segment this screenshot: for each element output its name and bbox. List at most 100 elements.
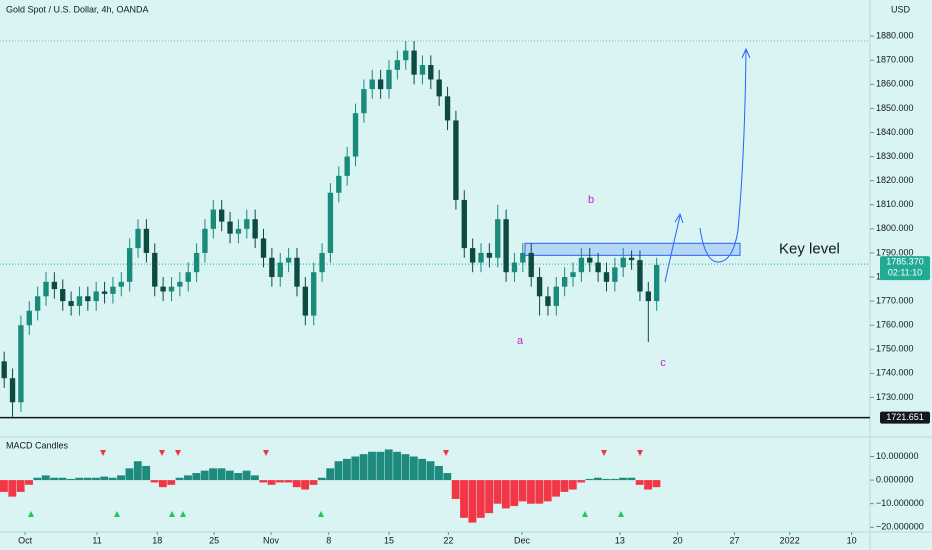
macd-bar bbox=[25, 480, 33, 485]
candle-body bbox=[244, 219, 250, 229]
y-tick-label: 1830.000 bbox=[876, 151, 914, 161]
y-tick-label: 1840.000 bbox=[876, 127, 914, 137]
macd-bar bbox=[167, 480, 176, 485]
candle-body bbox=[612, 267, 618, 282]
macd-bar bbox=[92, 477, 100, 481]
candle-body bbox=[628, 257, 635, 261]
macd-bar bbox=[0, 480, 8, 492]
last-price-label: 1785.370 bbox=[886, 256, 924, 266]
macd-bar bbox=[468, 480, 477, 523]
buy-signal bbox=[180, 511, 186, 517]
candle-body bbox=[428, 65, 434, 80]
macd-bar bbox=[409, 456, 418, 481]
candle-body bbox=[570, 272, 576, 278]
wave-label: b bbox=[588, 194, 594, 206]
y-tick-label: 10.000000 bbox=[876, 451, 919, 461]
macd-bar bbox=[384, 449, 393, 481]
macd-bar bbox=[58, 477, 67, 481]
macd-bar bbox=[259, 480, 268, 483]
macd-title: MACD Candles bbox=[6, 440, 69, 450]
macd-bar bbox=[234, 473, 243, 481]
chart-title: Gold Spot / U.S. Dollar, 4h, OANDA bbox=[6, 4, 149, 14]
macd-bar bbox=[142, 465, 151, 481]
sell-signal bbox=[100, 450, 106, 456]
candle-body bbox=[51, 281, 58, 290]
candle-body bbox=[168, 286, 175, 292]
macd-bar bbox=[50, 477, 59, 481]
y-tick-label: 1880.000 bbox=[876, 31, 914, 41]
macd-bar bbox=[359, 454, 368, 481]
candle-body bbox=[26, 310, 32, 326]
x-tick-label: 15 bbox=[384, 535, 394, 545]
macd-bar bbox=[16, 480, 25, 492]
macd-bar bbox=[108, 477, 117, 481]
macd-bar bbox=[426, 461, 435, 481]
x-tick-label: Nov bbox=[263, 535, 280, 545]
candle-body bbox=[403, 50, 409, 61]
candle-body bbox=[135, 228, 141, 249]
candle-body bbox=[394, 60, 401, 70]
candle-body bbox=[503, 219, 509, 273]
candle-body bbox=[603, 272, 610, 282]
candle-body bbox=[419, 65, 426, 75]
macd-bar bbox=[175, 477, 184, 481]
macd-bar bbox=[560, 480, 569, 492]
candle-body bbox=[545, 296, 551, 306]
x-tick-label: 11 bbox=[92, 535, 101, 545]
macd-bar bbox=[284, 480, 293, 483]
candle-body bbox=[219, 209, 225, 222]
y-tick-label: 1860.000 bbox=[876, 79, 914, 89]
y-tick-label: −20.000000 bbox=[876, 522, 924, 532]
macd-bar bbox=[368, 451, 376, 481]
macd-bar bbox=[485, 480, 494, 514]
y-tick-label: 1730.000 bbox=[876, 392, 914, 402]
candle-body bbox=[152, 252, 158, 287]
macd-bar bbox=[527, 480, 535, 504]
candle-body bbox=[294, 257, 300, 287]
sell-signal bbox=[263, 450, 269, 456]
buy-signal bbox=[618, 511, 624, 517]
x-tick-label: 20 bbox=[673, 535, 683, 545]
candle-body bbox=[528, 252, 534, 278]
candle-body bbox=[143, 228, 150, 253]
key-level-label: Key level bbox=[779, 240, 840, 257]
candle-body bbox=[85, 296, 91, 302]
candle-body bbox=[34, 296, 41, 311]
candle-body bbox=[637, 260, 643, 292]
candle-body bbox=[511, 262, 518, 273]
candle-body bbox=[1, 361, 7, 379]
macd-bar bbox=[317, 477, 326, 481]
macd-bar bbox=[460, 480, 468, 518]
candle-body bbox=[486, 252, 493, 258]
macd-bar bbox=[376, 451, 385, 481]
candle-body bbox=[327, 192, 334, 253]
candle-body bbox=[311, 272, 317, 316]
macd-bar bbox=[209, 468, 217, 481]
candle-body bbox=[361, 89, 367, 114]
sell-signal bbox=[175, 450, 181, 456]
macd-bar bbox=[510, 480, 519, 507]
macd-bar bbox=[627, 477, 636, 481]
candle-body bbox=[210, 209, 216, 229]
candle-body bbox=[68, 301, 74, 306]
x-tick-label: 27 bbox=[729, 535, 739, 545]
macd-bar bbox=[552, 480, 560, 497]
candle-body bbox=[260, 238, 267, 258]
macd-bar bbox=[652, 480, 661, 488]
countdown-label: 02:11:10 bbox=[888, 267, 922, 277]
macd-bar bbox=[192, 473, 201, 481]
macd-bar bbox=[535, 480, 544, 504]
macd-bar bbox=[443, 473, 452, 481]
macd-bar bbox=[100, 476, 109, 481]
y-tick-label: 1770.000 bbox=[876, 295, 914, 305]
macd-bar bbox=[33, 477, 42, 481]
macd-bar bbox=[225, 470, 234, 481]
macd-bar bbox=[326, 468, 335, 481]
projection-arrow bbox=[664, 47, 751, 283]
macd-bar bbox=[158, 480, 167, 488]
macd-bar bbox=[493, 480, 502, 504]
buy-signal bbox=[582, 511, 588, 517]
macd-bar bbox=[292, 480, 301, 488]
macd-bar bbox=[610, 478, 619, 481]
buy-signal bbox=[28, 511, 34, 517]
